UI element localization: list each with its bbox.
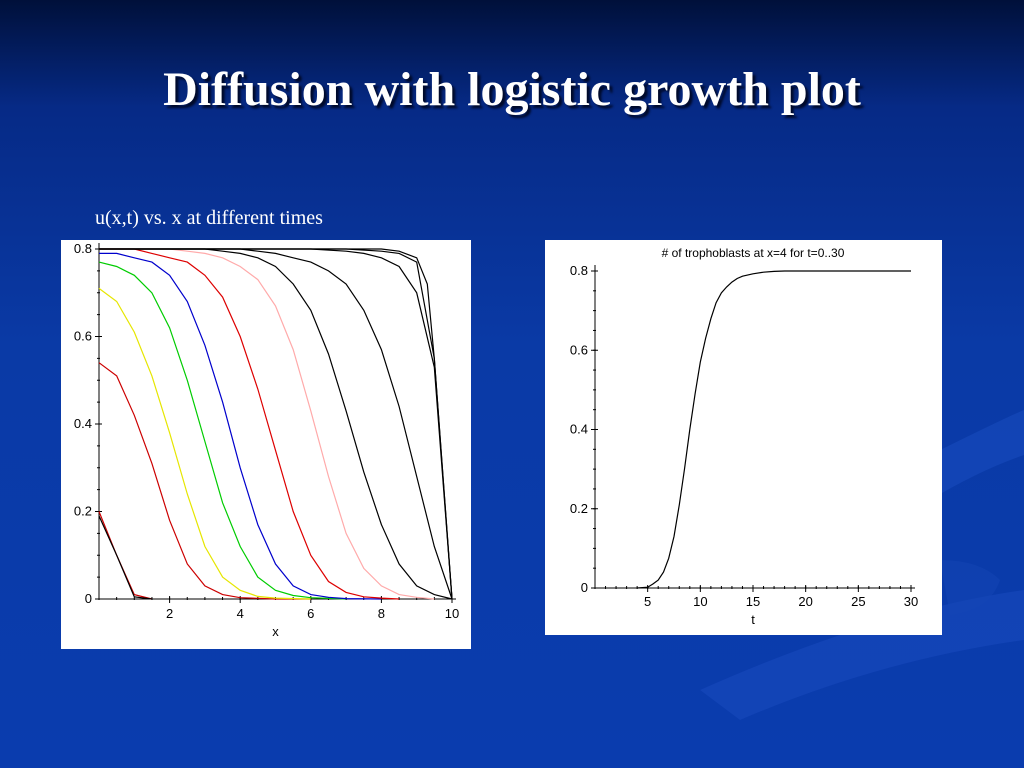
x-axis-label: x bbox=[272, 624, 279, 639]
y-tick-label: 0.6 bbox=[74, 329, 92, 344]
trophoblast-count-chart: 0 0.2 0.4 0.6 0.8 5 10 15 20 25 30 t # of trophoblas… bbox=[545, 240, 942, 635]
x-tick-label: 25 bbox=[851, 594, 865, 609]
series-line bbox=[99, 248, 435, 600]
series-line bbox=[99, 248, 453, 600]
series-line bbox=[99, 248, 400, 600]
y-tick-label: 0.6 bbox=[570, 342, 588, 357]
series-line bbox=[99, 248, 453, 600]
series-line bbox=[98, 362, 311, 600]
y-tick-label: 0.4 bbox=[74, 416, 92, 431]
x-tick-label: 20 bbox=[798, 594, 812, 609]
x-tick-label: 8 bbox=[378, 606, 385, 621]
x-tick-label: 10 bbox=[445, 606, 459, 621]
y-tick-label: 0.2 bbox=[570, 501, 588, 516]
series-line bbox=[99, 252, 382, 600]
series-line bbox=[98, 515, 152, 600]
series-line bbox=[99, 248, 453, 600]
x-axis-label: t bbox=[751, 612, 755, 627]
x-tick-label: 4 bbox=[237, 606, 244, 621]
x-tick-label: 30 bbox=[904, 594, 918, 609]
x-tick-label: 10 bbox=[693, 594, 707, 609]
x-tick-label: 15 bbox=[746, 594, 760, 609]
y-tick-label: 0.8 bbox=[74, 241, 92, 256]
chart-title: # of trophoblasts at x=4 for t=0..30 bbox=[662, 246, 845, 260]
diffusion-profile-svg: 0 0.2 0.4 0.6 0.8 2 4 6 8 10 x bbox=[74, 241, 459, 639]
y-tick-label: 0.8 bbox=[570, 263, 588, 278]
series-line bbox=[99, 248, 453, 600]
x-tick-label: 5 bbox=[644, 594, 651, 609]
series-line bbox=[98, 287, 311, 600]
series-line bbox=[637, 270, 911, 589]
series-line bbox=[99, 248, 453, 600]
diffusion-profile-chart: 0 0.2 0.4 0.6 0.8 2 4 6 8 10 x bbox=[61, 240, 471, 649]
series-line bbox=[98, 261, 347, 600]
slide-title: Diffusion with logistic growth plot bbox=[163, 63, 861, 116]
y-tick-label: 0 bbox=[581, 580, 588, 595]
y-tick-label: 0.2 bbox=[74, 504, 92, 519]
x-tick-label: 6 bbox=[307, 606, 314, 621]
chart-caption: u(x,t) vs. x at different times bbox=[95, 207, 323, 229]
series-line bbox=[98, 511, 153, 600]
y-tick-label: 0.4 bbox=[570, 422, 588, 437]
y-tick-label: 0 bbox=[85, 591, 92, 606]
trophoblast-count-svg: 0 0.2 0.4 0.6 0.8 5 10 15 20 25 30 t # of trophoblas… bbox=[570, 246, 918, 627]
x-tick-label: 2 bbox=[166, 606, 173, 621]
